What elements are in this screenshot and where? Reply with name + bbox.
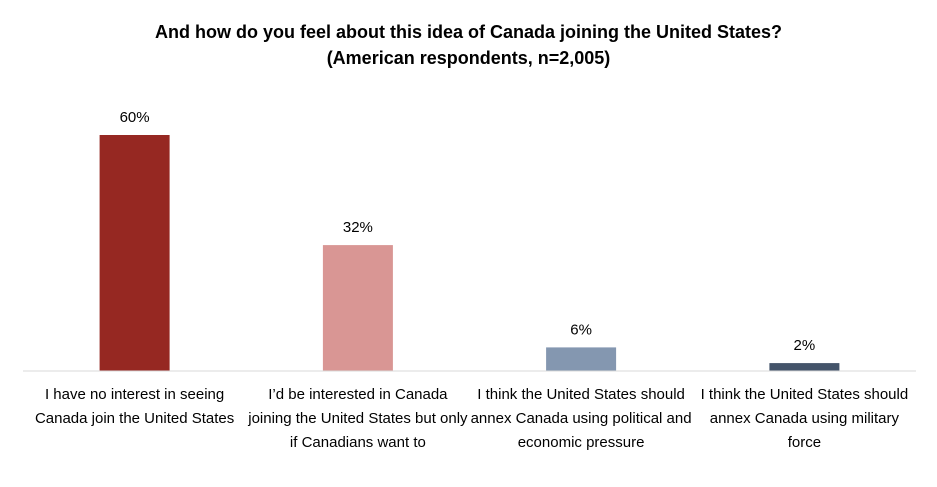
chart-title-block: And how do you feel about this idea of C…: [0, 19, 937, 71]
value-label-4: 2%: [794, 337, 816, 354]
bars-group: [99, 135, 840, 371]
bar-4: [769, 363, 840, 371]
category-label-2: I’d be interested in Canada joining the …: [248, 386, 468, 451]
value-label-1: 60%: [120, 109, 150, 126]
bar-3: [546, 347, 617, 371]
category-label-4: I think the United States should annex C…: [700, 386, 909, 451]
category-label-1: I have no interest in seeing Canada join…: [34, 386, 235, 427]
category-label-3: I think the United States should annex C…: [470, 386, 692, 451]
value-label-2: 32%: [343, 219, 373, 236]
value-labels-group: 60% 32% 6% 2%: [120, 109, 816, 354]
chart-subtitle: (American respondents, n=2,005): [326, 48, 611, 68]
chart-title: And how do you feel about this idea of C…: [154, 22, 783, 42]
bar-1: [99, 135, 170, 371]
bar-2: [322, 245, 393, 371]
value-label-3: 6%: [570, 321, 592, 338]
